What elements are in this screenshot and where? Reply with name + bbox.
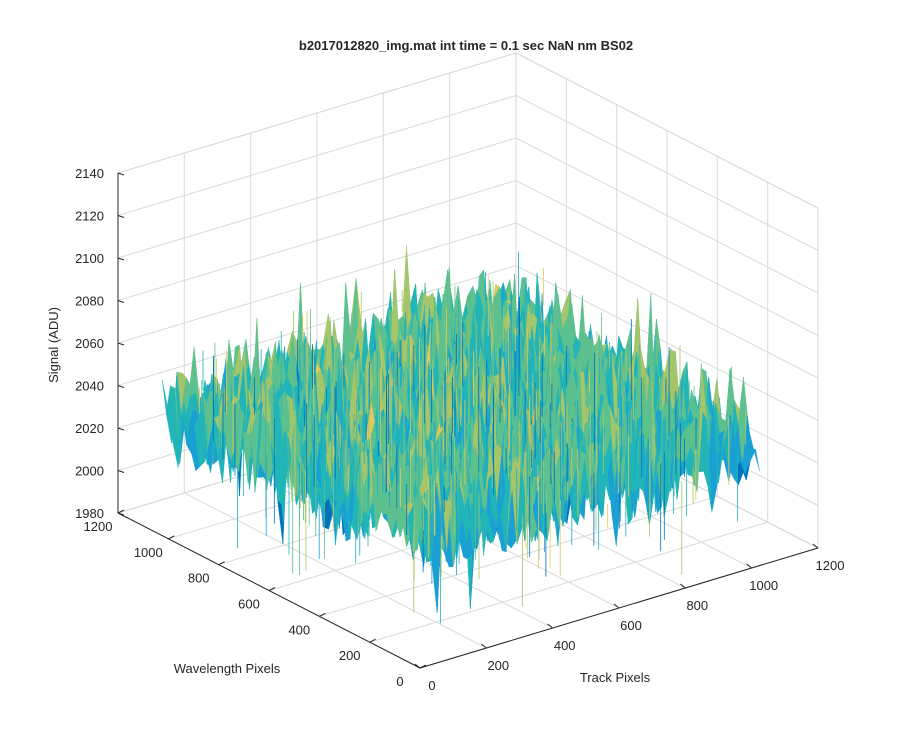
z-tick-label: 2020 [75,421,104,436]
z-axis-label: Signal (ADU) [46,307,61,383]
y-tick-mark [268,587,276,591]
y-tick-label: 400 [288,622,310,637]
y-tick-label: 1200 [84,519,113,534]
z-grid-line [117,52,819,209]
x-tick-mark [613,603,620,609]
z-grid-line [117,94,819,251]
z-tick-label: 1980 [75,506,104,521]
y-tick-label: 800 [188,571,210,586]
tick-labels: 0 200 400 600 800 1000 1200 0 200 400 600 800 1000 12… [75,166,844,693]
z-tick-label: 2000 [75,464,104,479]
z-tick-mark [117,300,125,303]
y-tick-label: 200 [339,648,361,663]
z-tick-mark [117,257,125,261]
x-tick-label: 0 [428,678,435,693]
y-tick-mark [419,664,427,669]
axis-lines [117,172,819,669]
y-axis-label: Wavelength Pixels [174,661,281,676]
y-tick-mark [369,638,376,643]
x-axis-label: Track Pixels [580,670,651,685]
x-tick-mark [414,663,421,669]
z-tick-mark [117,172,125,176]
y-tick-label: 1000 [134,545,163,560]
x-tick-label: 200 [487,658,509,673]
y-tick-label: 0 [396,674,403,689]
z-tick-label: 2120 [75,209,104,224]
x-tick-label: 400 [554,638,576,653]
z-grid-line [117,137,819,294]
z-tick-label: 2040 [75,379,104,394]
z-tick-mark [117,512,125,516]
y-tick-mark [117,509,125,514]
z-tick-mark [117,385,125,388]
z-tick-label: 2100 [75,251,104,266]
y-tick-mark [319,612,326,617]
y-tick-label: 600 [238,597,260,612]
z-grid-line [117,264,819,421]
x-tick-label: 600 [620,618,642,633]
z-tick-label: 2060 [75,336,104,351]
x-tick-mark [680,583,686,589]
surface-mesh [162,245,760,624]
x-tick-label: 1200 [816,558,845,573]
y-tick-mark [168,535,175,540]
z-grid-line [117,222,819,379]
x-tick-mark [746,563,752,569]
z-tick-mark [117,342,125,346]
x-tick-mark [547,623,553,629]
x-tick-mark [481,643,487,649]
z-tick-mark [117,215,125,218]
z-tick-label: 2080 [75,294,104,309]
x-tick-label: 800 [686,598,708,613]
z-tick-mark [117,427,125,431]
z-tick-mark [117,470,125,473]
x-tick-label: 1000 [749,578,778,593]
z-grid-line [117,179,819,336]
y-tick-mark [218,561,225,566]
z-tick-label: 2140 [75,166,104,181]
x-tick-mark [812,543,819,549]
chart-title: b2017012820_img.mat int time = 0.1 sec N… [299,38,633,53]
